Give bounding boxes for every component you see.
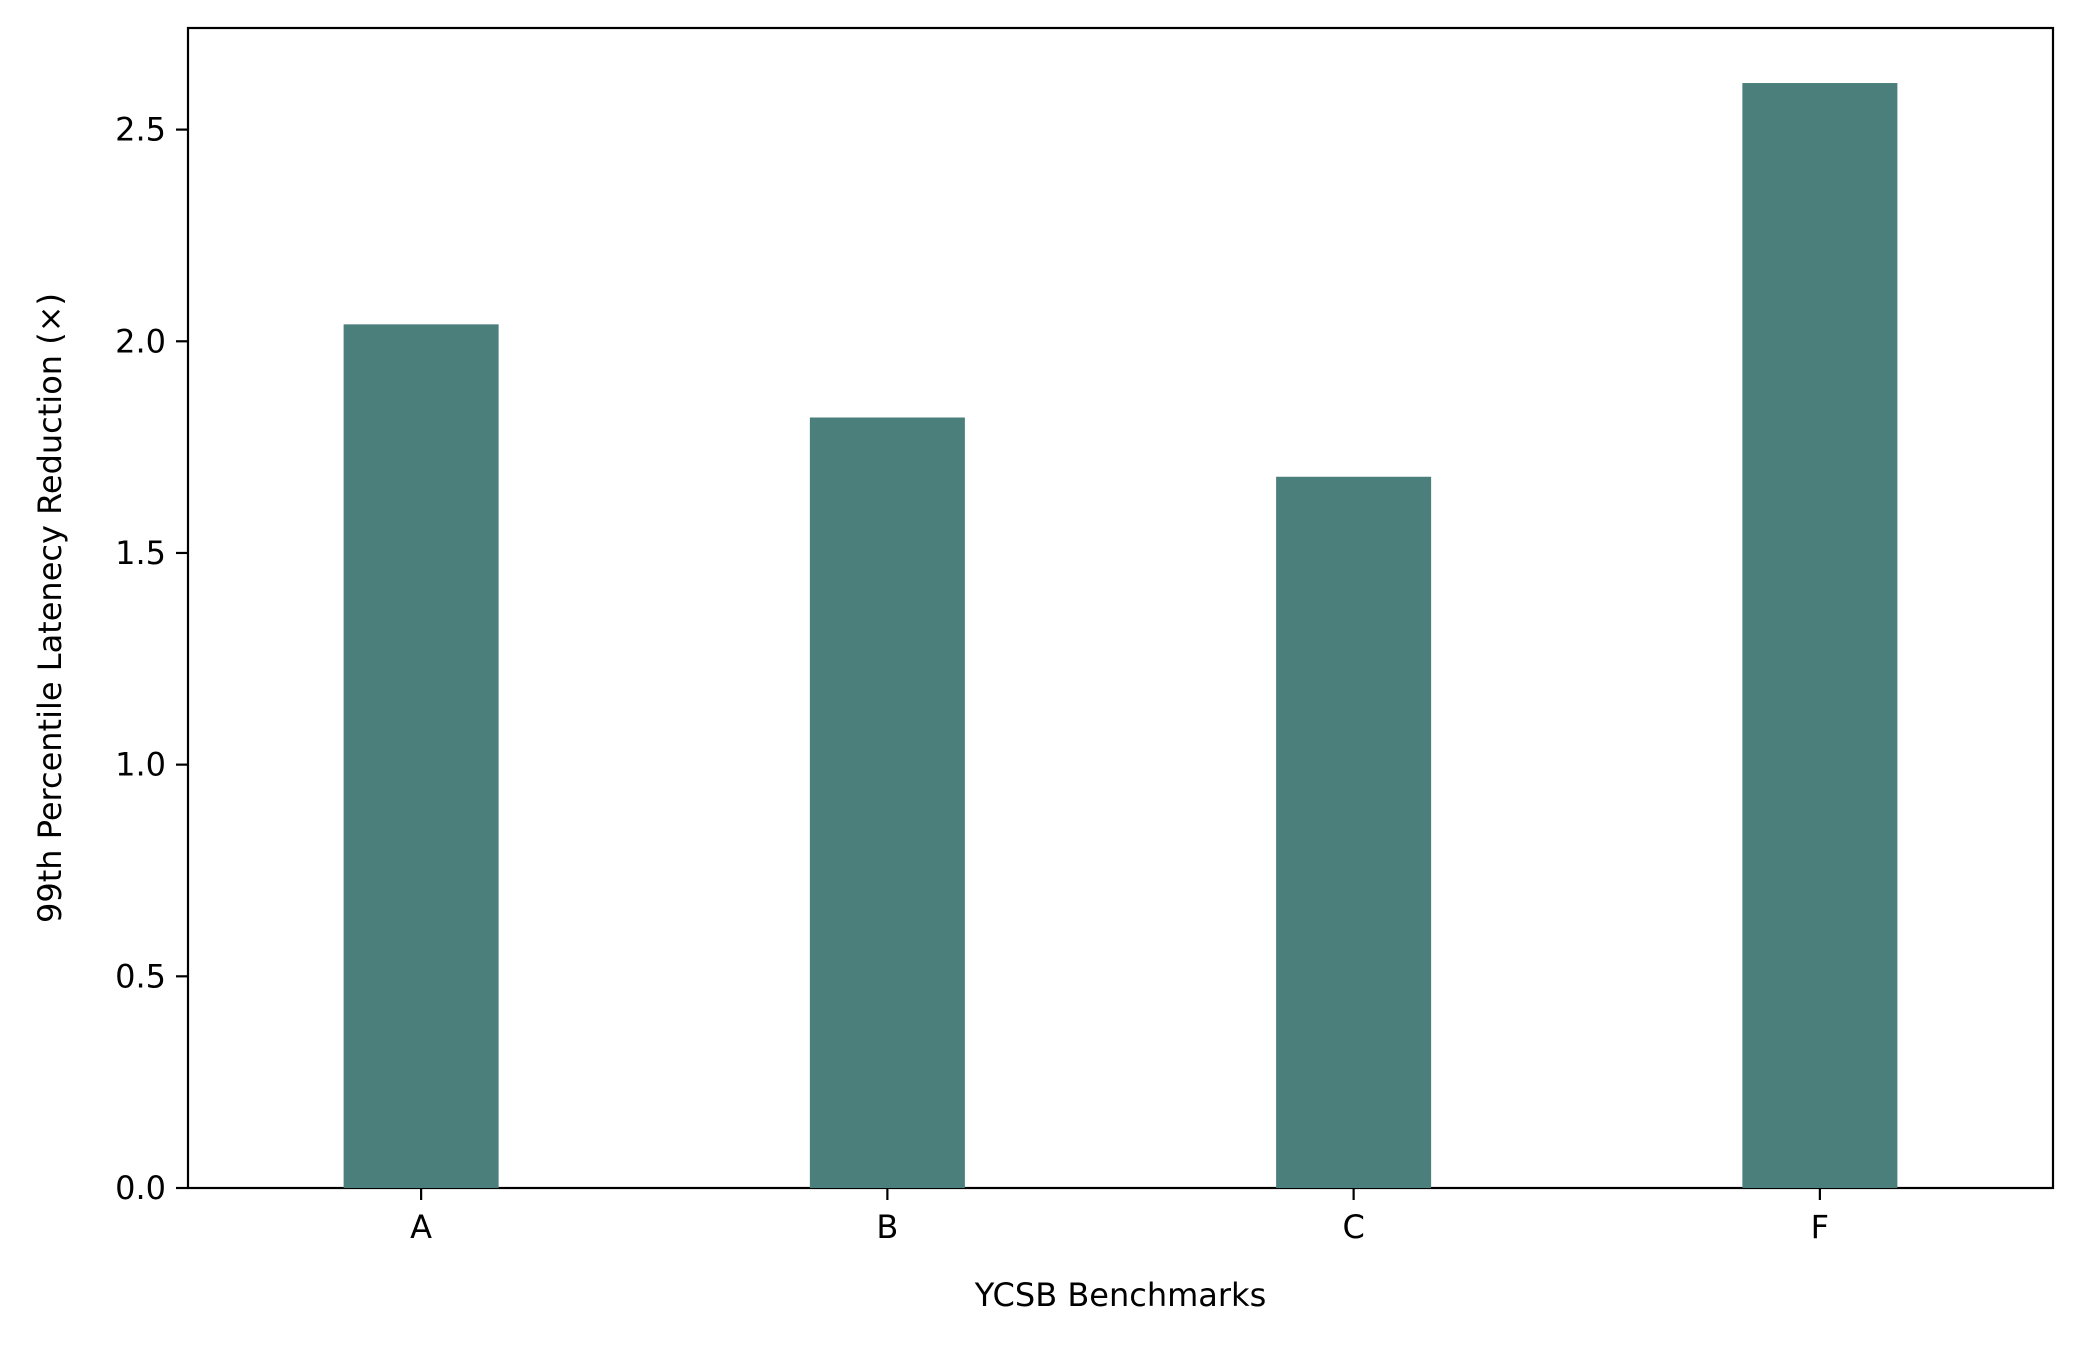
y-axis: 0.0 0.5 1.0 1.5 2.0 2.5: [115, 111, 188, 1207]
y-tick-label: 2.5: [115, 111, 166, 149]
x-tick-label: B: [876, 1208, 898, 1246]
bar-c: [1276, 476, 1432, 1188]
y-tick-label: 1.0: [115, 746, 166, 784]
y-tick-label: 1.5: [115, 534, 166, 572]
y-axis-label: 99th Percentile Latenecy Reduction (×): [31, 293, 69, 923]
bar-f: [1742, 83, 1898, 1188]
bar-b: [809, 417, 965, 1189]
x-tick-label: C: [1342, 1208, 1364, 1246]
x-tick-label: F: [1811, 1208, 1829, 1246]
plot-area: [186, 26, 2055, 1190]
bar-a: [343, 324, 499, 1189]
axes-frame: [186, 26, 2055, 1190]
bars-group: [343, 83, 1898, 1189]
x-tick-label: A: [410, 1208, 432, 1246]
x-axis-label: YCSB Benchmarks: [974, 1276, 1267, 1314]
y-tick-label: 2.0: [115, 322, 166, 360]
y-tick-label: 0.5: [115, 957, 166, 995]
y-tick-label: 0.0: [115, 1169, 166, 1207]
